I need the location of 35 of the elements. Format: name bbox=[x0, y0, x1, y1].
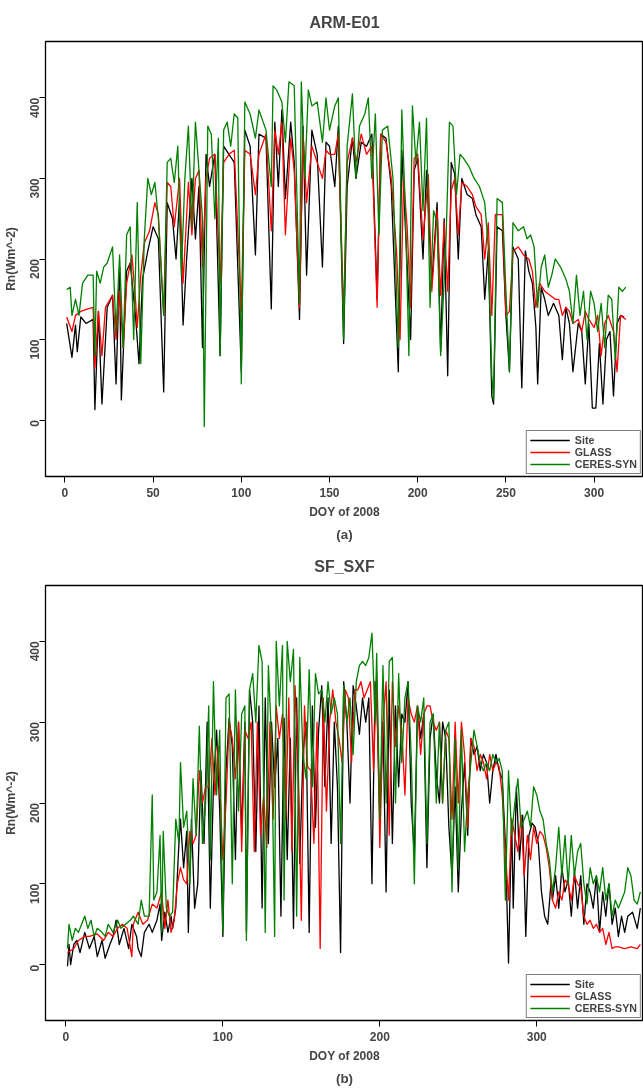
y-tick-label: 100 bbox=[28, 883, 42, 904]
text: (a) bbox=[336, 526, 353, 542]
y-tick-label: 0 bbox=[28, 964, 42, 972]
legend-label: Site bbox=[574, 978, 595, 990]
legend-label: GLASS bbox=[574, 446, 612, 458]
x-tick-label: 300 bbox=[526, 1029, 548, 1044]
x-tick-label: 300 bbox=[584, 485, 605, 500]
legend-label: CERES-SYN bbox=[574, 458, 637, 470]
x-tick-label: 200 bbox=[407, 485, 429, 500]
x-tick-label: 0 bbox=[61, 485, 69, 500]
x-tick-label: 150 bbox=[319, 485, 340, 500]
legend-label: GLASS bbox=[574, 990, 612, 1002]
x-tick-label: 0 bbox=[62, 1029, 70, 1044]
chart-title: ARM-E01 bbox=[309, 13, 380, 31]
text: (b) bbox=[335, 1070, 354, 1086]
y-tick-label: 200 bbox=[28, 258, 42, 280]
y-axis-title: Rn(Wm^-2) bbox=[3, 771, 18, 835]
y-tick-label: 200 bbox=[28, 802, 42, 824]
y-axis-title: Rn(Wm^-2) bbox=[3, 227, 18, 291]
y-tick-label: 400 bbox=[28, 640, 42, 662]
y-tick-label: 400 bbox=[28, 97, 42, 118]
x-tick-label: 50 bbox=[146, 485, 161, 500]
x-tick-label: 250 bbox=[495, 485, 517, 500]
x-tick-label: 200 bbox=[369, 1029, 391, 1044]
x-axis-title: DOY of 2008 bbox=[309, 1048, 380, 1063]
y-tick-label: 0 bbox=[28, 419, 42, 427]
legend-label: CERES-SYN bbox=[574, 1002, 637, 1014]
y-tick-label: 300 bbox=[28, 178, 42, 199]
x-tick-label: 100 bbox=[212, 1029, 234, 1044]
chart-title: SF_SXF bbox=[314, 557, 375, 575]
y-tick-label: 100 bbox=[28, 339, 42, 360]
y-tick-label: 300 bbox=[28, 721, 42, 743]
x-axis-title: DOY of 2008 bbox=[309, 504, 380, 519]
x-tick-label: 100 bbox=[231, 485, 252, 500]
legend-label: Site bbox=[574, 434, 595, 446]
